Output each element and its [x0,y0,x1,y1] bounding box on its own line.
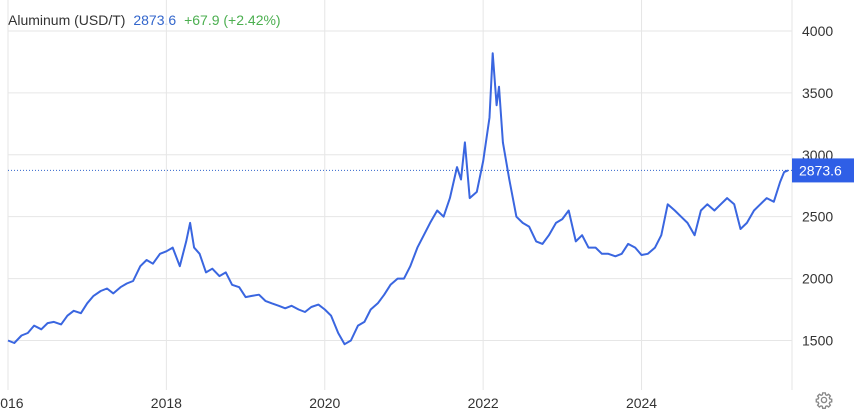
y-tick-label: 2000 [802,271,833,287]
x-tick-label: 2020 [309,395,340,411]
y-tick-label: 4000 [802,23,833,39]
current-price: 2873.6 [133,12,177,28]
x-tick-label: 2024 [626,395,657,411]
price-change: +67.9 (+2.42%) [184,12,281,28]
instrument-name: Aluminum (USD/T) [8,12,126,28]
chart-header: Aluminum (USD/T) 2873.6 +67.9 (+2.42%) [8,12,281,28]
current-value-badge [792,158,854,183]
y-tick-label: 3500 [802,85,833,101]
y-tick-label: 2500 [802,209,833,225]
current-value-label: 2873.6 [799,162,842,178]
series-line [7,52,789,346]
gear-icon [815,392,833,409]
y-tick-label: 1500 [802,332,833,348]
settings-button[interactable] [815,391,833,409]
x-tick-label: 2018 [151,395,182,411]
x-tick-label: 2016 [0,395,24,411]
x-tick-label: 2022 [468,395,499,411]
